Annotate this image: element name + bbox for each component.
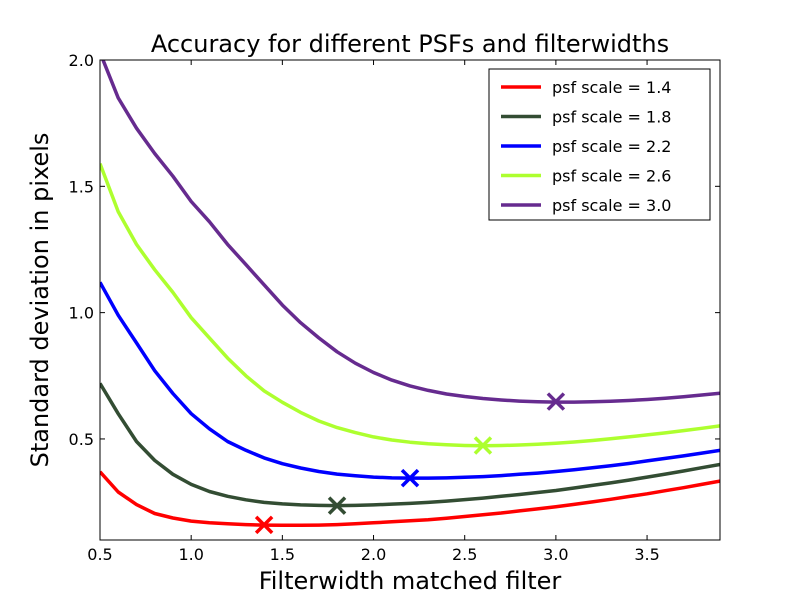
x-tick-label: 2.5 (452, 545, 477, 564)
optimum-marker-3 (400, 468, 420, 488)
y-tick-label: 2.0 (69, 51, 94, 70)
optimum-markers (254, 392, 566, 535)
y-tick-label: 1.5 (69, 177, 94, 196)
series-line-1 (100, 470, 720, 528)
y-tick-label: 0.5 (69, 430, 94, 449)
optimum-marker-5 (546, 392, 566, 411)
axis-ticks: 0.5 1.0 1.5 2.0 2.5 3.0 3.5 0.5 1.0 1.5 2.0 (69, 51, 720, 564)
x-tick-label: 1.5 (270, 545, 295, 564)
y-axis-title: Standard deviation in pixels (26, 133, 54, 468)
series-line-5 (101, 60, 720, 404)
x-tick-label: 0.5 (87, 545, 112, 564)
legend-label-3: psf scale = 2.2 (552, 137, 671, 156)
legend-label-1: psf scale = 1.4 (552, 78, 671, 97)
x-tick-label: 3.5 (634, 545, 659, 564)
x-tick-label: 1.0 (178, 545, 203, 564)
series-line-4 (100, 162, 720, 448)
optimum-marker-1 (254, 515, 274, 535)
legend: psf scale = 1.4 psf scale = 1.8 psf scale … (488, 68, 711, 221)
series-line-2 (100, 382, 720, 508)
series-line-3 (100, 281, 720, 480)
x-axis-title: Filterwidth matched filter (259, 567, 562, 595)
optimum-marker-2 (327, 496, 347, 515)
chart-title: Accuracy for different PSFs and filterwi… (151, 30, 669, 58)
optimum-marker-4 (473, 436, 493, 455)
legend-label-2: psf scale = 1.8 (552, 108, 671, 127)
legend-label-5: psf scale = 3.0 (552, 196, 671, 215)
legend-label-4: psf scale = 2.6 (552, 167, 671, 186)
y-tick-label: 1.0 (69, 304, 94, 323)
plot-frame (99, 59, 721, 541)
x-tick-label: 2.0 (361, 545, 386, 564)
x-tick-label: 3.0 (543, 545, 568, 564)
